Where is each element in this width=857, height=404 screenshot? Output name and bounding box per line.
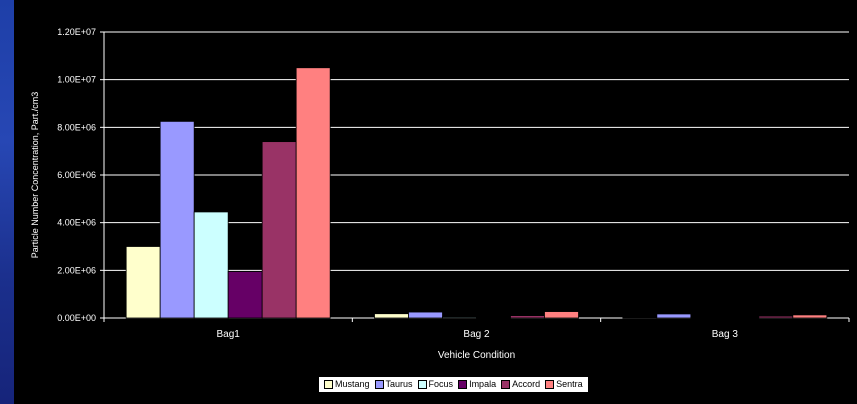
bar [227,271,263,319]
bar [792,314,828,319]
bar [510,315,545,319]
bar [295,67,331,319]
y-tick-label: 1.00E+07 [57,75,96,85]
bar [125,246,161,319]
legend-swatch [374,380,384,389]
x-tick-label: Bag1 [216,329,240,340]
bar [622,316,658,319]
legend-item: Sentra [545,380,583,389]
legend-swatch [417,380,427,389]
legend-swatch [324,380,333,389]
bar [159,120,195,319]
y-tick-label: 6.00E+06 [57,170,96,180]
x-tick-label: Bag 2 [463,329,490,340]
y-tick-label: 0.00E+00 [57,313,96,323]
bar [724,317,760,319]
x-tick-label: Bag 3 [712,329,739,340]
legend-item: Accord [501,380,540,389]
legend-swatch [501,380,511,389]
legend-item: Taurus [374,379,413,389]
bar [442,316,477,319]
bar [261,141,297,319]
legend-label: Accord [512,379,541,389]
legend-label: Taurus [385,379,413,389]
slide-top-band [14,0,857,20]
bar [476,317,511,319]
bar [656,313,692,319]
bar [758,315,794,319]
slide-side-strip [0,0,14,404]
bar [193,211,229,319]
chart-legend: Mustang Taurus Focus Impala Accord Sentra [318,376,589,393]
legend-item: Mustang [324,380,370,389]
y-tick-label: 2.00E+06 [57,265,96,275]
legend-label: Sentra [556,379,583,389]
y-axis-title: Particle Number Concentration, Part./cm3 [30,92,40,259]
bar [544,311,579,319]
legend-item: Impala [458,380,496,389]
x-axis-title: Vehicle Condition [438,350,515,361]
legend-swatch [545,380,555,389]
legend-label: Impala [469,379,497,389]
bar [408,311,443,319]
legend-swatch [458,380,468,389]
y-tick-label: 1.20E+07 [57,27,96,37]
bar [690,317,726,319]
legend-label: Focus [428,379,454,389]
legend-label: Mustang [335,379,370,389]
legend-item: Focus [417,379,454,389]
bar [374,313,409,319]
y-tick-label: 8.00E+06 [57,122,96,132]
y-tick-label: 4.00E+06 [57,218,96,228]
